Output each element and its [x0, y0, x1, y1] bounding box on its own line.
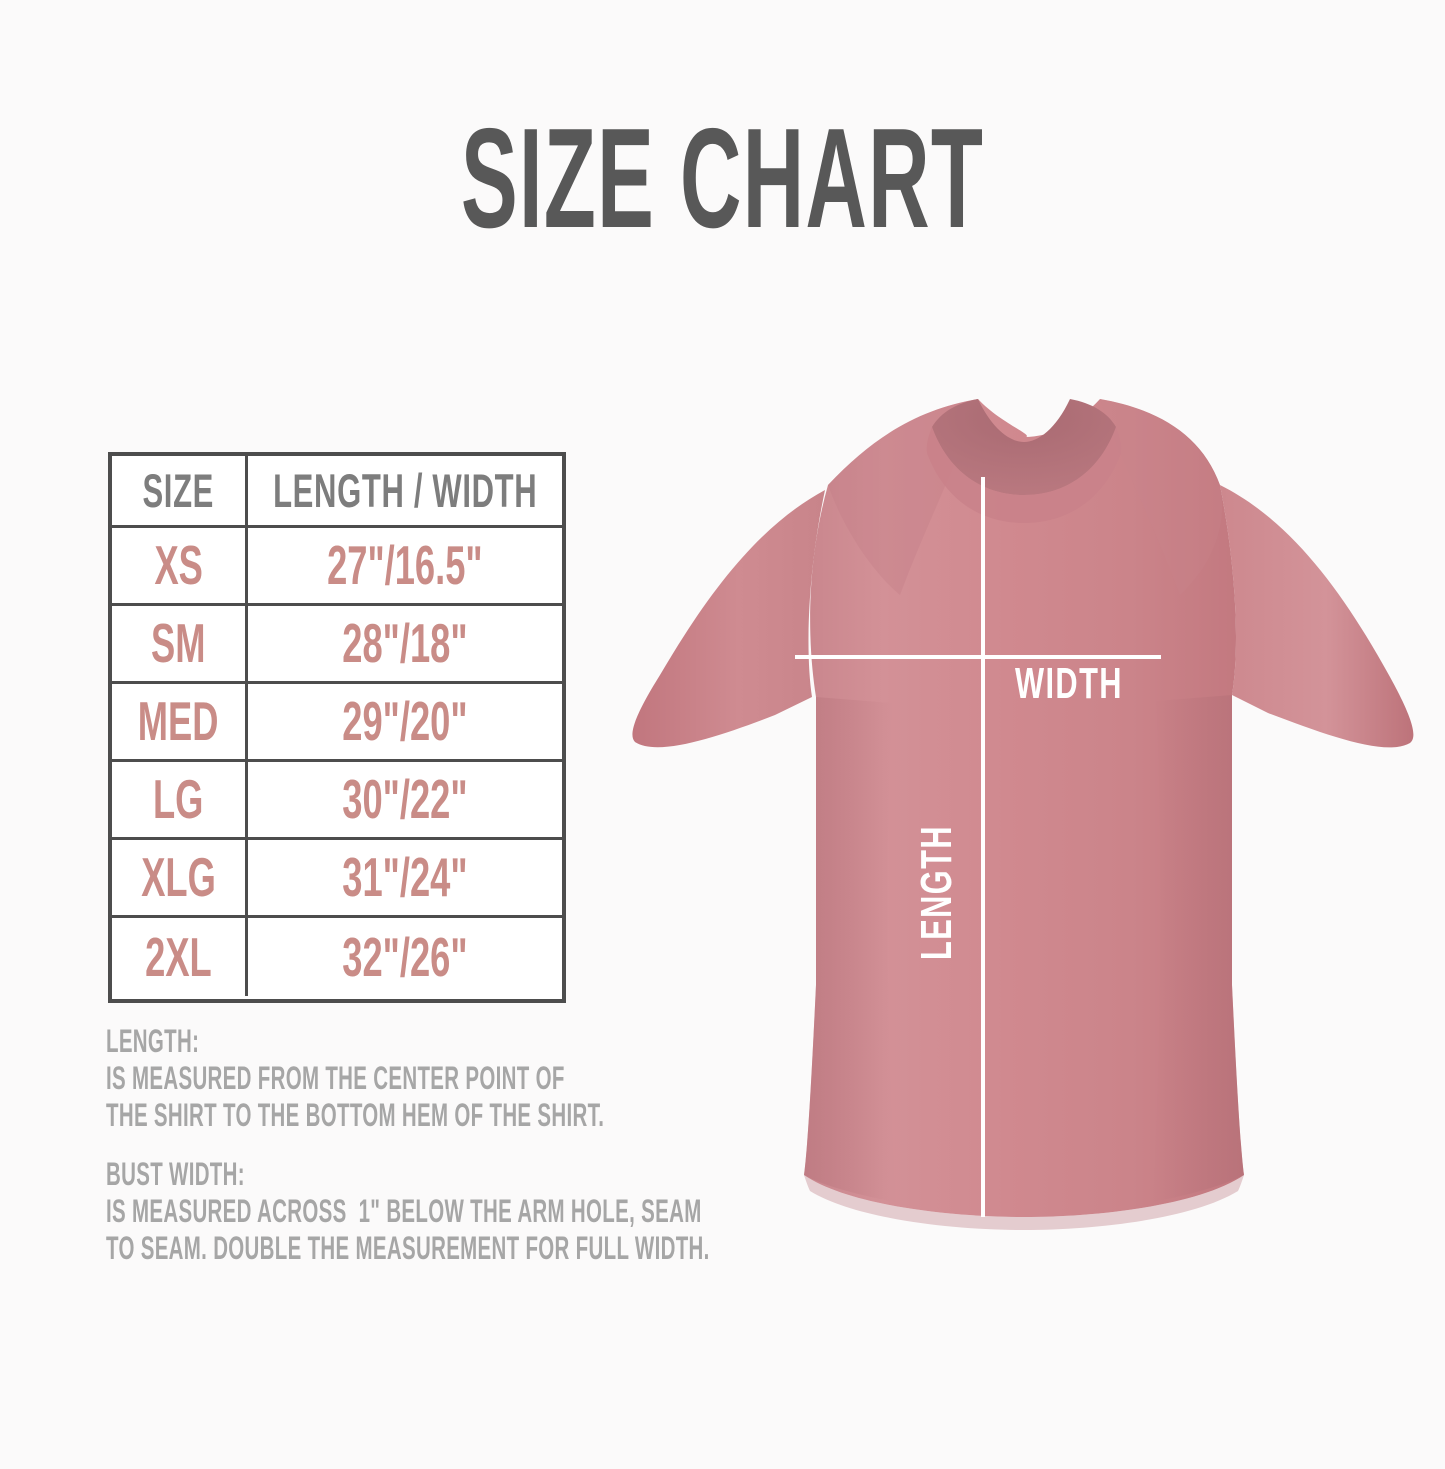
- length-width-value: 28"/18": [342, 612, 468, 674]
- length-width-value: 27"/16.5": [327, 534, 483, 596]
- table-cell-length-width: 30"/22": [248, 762, 562, 837]
- table-row: XS 27"/16.5": [112, 528, 562, 606]
- bust-note-heading: BUST WIDTH:: [106, 1156, 245, 1192]
- body-shadow-right: [1152, 695, 1244, 1202]
- table-cell-length-width: 28"/18": [248, 606, 562, 681]
- size-table: SIZE LENGTH / WIDTH XS 27"/16.5" SM 28"/…: [108, 452, 566, 1003]
- tshirt-image: [600, 385, 1445, 1235]
- size-value: XS: [154, 534, 203, 596]
- table-cell-size: MED: [112, 684, 248, 759]
- table-header-length-width: LENGTH / WIDTH: [248, 456, 562, 525]
- body-shadow-left: [804, 697, 896, 1202]
- size-value: MED: [138, 690, 219, 752]
- table-cell-size: SM: [112, 606, 248, 681]
- length-width-value: 30"/22": [342, 768, 468, 830]
- table-cell-length-width: 32"/26": [248, 918, 562, 996]
- left-sleeve: [632, 490, 825, 748]
- length-label: LENGTH: [912, 824, 961, 960]
- table-cell-size: 2XL: [112, 918, 248, 996]
- right-sleeve: [1220, 485, 1414, 748]
- length-note-line-2: THE SHIRT TO THE BOTTOM HEM OF THE SHIRT…: [106, 1097, 605, 1133]
- collar: [932, 399, 1116, 495]
- table-header-length-width-label: LENGTH / WIDTH: [272, 464, 538, 517]
- page-title: SIZE CHART: [460, 99, 985, 258]
- size-value: XLG: [141, 846, 216, 908]
- table-row: 2XL 32"/26": [112, 918, 562, 996]
- length-width-value: 29"/20": [342, 690, 468, 752]
- size-value: SM: [151, 612, 206, 674]
- bottom-hem: [804, 1175, 1244, 1230]
- table-cell-length-width: 27"/16.5": [248, 528, 562, 603]
- bust-note-line-2: TO SEAM. DOUBLE THE MEASUREMENT FOR FULL…: [106, 1230, 710, 1266]
- tshirt-illustration: [632, 399, 1414, 1230]
- measurement-notes: LENGTH: IS MEASURED FROM THE CENTER POIN…: [106, 1023, 746, 1267]
- table-row: XLG 31"/24": [112, 840, 562, 918]
- table-row: LG 30"/22": [112, 762, 562, 840]
- table-row: MED 29"/20": [112, 684, 562, 762]
- right-shoulder-shade: [1100, 399, 1223, 595]
- table-header-size-label: SIZE: [142, 464, 215, 517]
- table-cell-size: XLG: [112, 840, 248, 915]
- table-cell-length-width: 29"/20": [248, 684, 562, 759]
- width-label: WIDTH: [1015, 659, 1123, 708]
- length-width-value: 32"/26": [342, 925, 468, 988]
- table-header-row: SIZE LENGTH / WIDTH: [112, 456, 562, 528]
- table-cell-length-width: 31"/24": [248, 840, 562, 915]
- length-measure-line: [981, 477, 985, 1217]
- length-note-line-1: IS MEASURED FROM THE CENTER POINT OF: [106, 1060, 565, 1096]
- table-row: SM 28"/18": [112, 606, 562, 684]
- table-cell-size: LG: [112, 762, 248, 837]
- length-note-heading: LENGTH:: [106, 1023, 200, 1059]
- size-value: 2XL: [145, 925, 212, 988]
- bust-note-line-1: IS MEASURED ACROSS 1" BELOW THE ARM HOLE…: [106, 1193, 702, 1229]
- shirt-body: [804, 399, 1244, 1217]
- width-measure-line: [795, 655, 1161, 659]
- length-width-value: 31"/24": [342, 846, 468, 908]
- table-cell-size: XS: [112, 528, 248, 603]
- table-header-size: SIZE: [112, 456, 248, 525]
- collar-rib: [926, 427, 1122, 523]
- size-value: LG: [153, 768, 204, 830]
